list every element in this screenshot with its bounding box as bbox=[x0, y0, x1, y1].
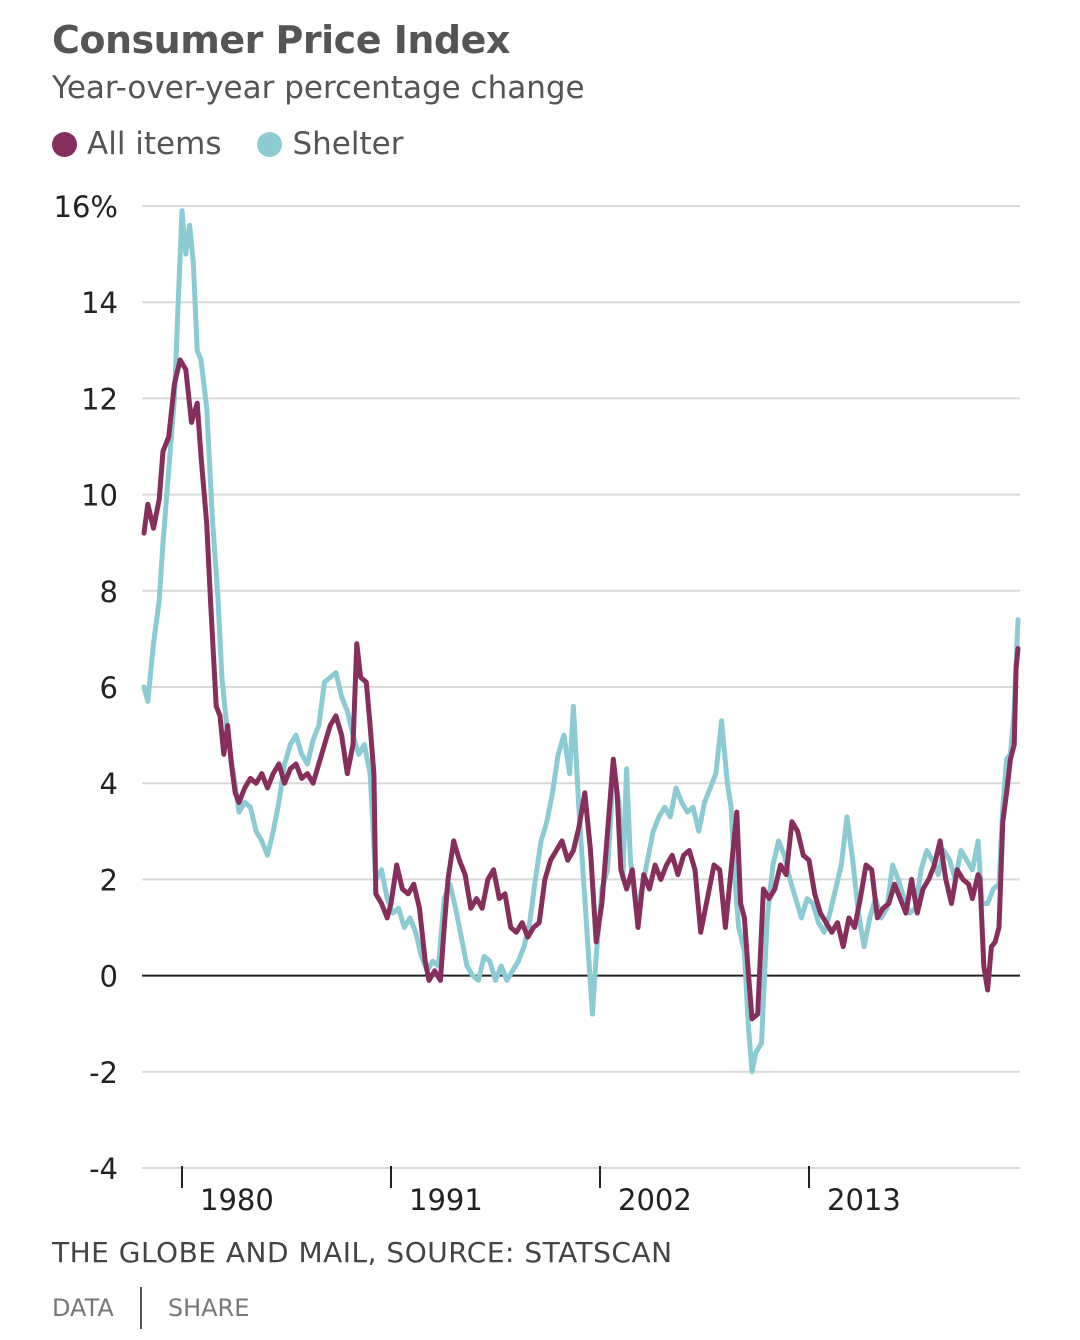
y-tick-label: 2 bbox=[100, 863, 118, 897]
y-tick-label: 14 bbox=[81, 286, 118, 320]
series-line-all-items bbox=[141, 357, 1021, 1022]
data-link[interactable]: DATA bbox=[52, 1294, 114, 1322]
footer-divider bbox=[139, 1287, 142, 1329]
legend-item-shelter: Shelter bbox=[257, 126, 403, 162]
x-tick-label: 1991 bbox=[409, 1183, 483, 1217]
chart-title: Consumer Price Index bbox=[52, 18, 510, 62]
x-tick-label: 2013 bbox=[827, 1183, 901, 1217]
y-tick-label: 0 bbox=[100, 960, 118, 994]
legend-item-all-items: All items bbox=[52, 126, 221, 162]
share-link[interactable]: SHARE bbox=[167, 1294, 250, 1322]
x-tick-label: 2002 bbox=[618, 1183, 692, 1217]
series-line-shelter bbox=[141, 208, 1021, 1075]
y-tick-label: 6 bbox=[100, 671, 118, 705]
cpi-line-chart: 16% 14 12 10 8 6 4 2 0 -2 -4 1980 1991 2002 2013 bbox=[54, 190, 1021, 1217]
y-tick-label: -4 bbox=[89, 1152, 118, 1186]
source-credit: THE GLOBE AND MAIL, SOURCE: STATSCAN bbox=[52, 1236, 673, 1269]
x-axis-ticks: 1980 1991 2002 2013 bbox=[181, 1166, 901, 1217]
chart-footer: DATA SHARE bbox=[52, 1287, 249, 1329]
shelter-swatch-icon bbox=[257, 131, 283, 157]
x-tick-label: 1980 bbox=[200, 1183, 274, 1217]
series-lines bbox=[141, 208, 1021, 1075]
y-tick-label: 8 bbox=[100, 575, 118, 609]
y-tick-label: 4 bbox=[100, 767, 118, 801]
legend-label-shelter: Shelter bbox=[292, 126, 404, 162]
y-tick-label: 10 bbox=[81, 479, 118, 513]
gridlines bbox=[142, 205, 1020, 1169]
y-tick-label: -2 bbox=[89, 1056, 118, 1090]
legend-label-all-items: All items bbox=[87, 126, 222, 162]
y-tick-label: 16% bbox=[54, 190, 118, 224]
chart-legend: All items Shelter bbox=[52, 126, 439, 162]
y-axis-ticks: 16% 14 12 10 8 6 4 2 0 -2 -4 bbox=[54, 190, 118, 1186]
y-tick-label: 12 bbox=[81, 382, 118, 416]
all-items-swatch-icon bbox=[52, 131, 77, 157]
chart-subtitle: Year-over-year percentage change bbox=[52, 70, 585, 106]
